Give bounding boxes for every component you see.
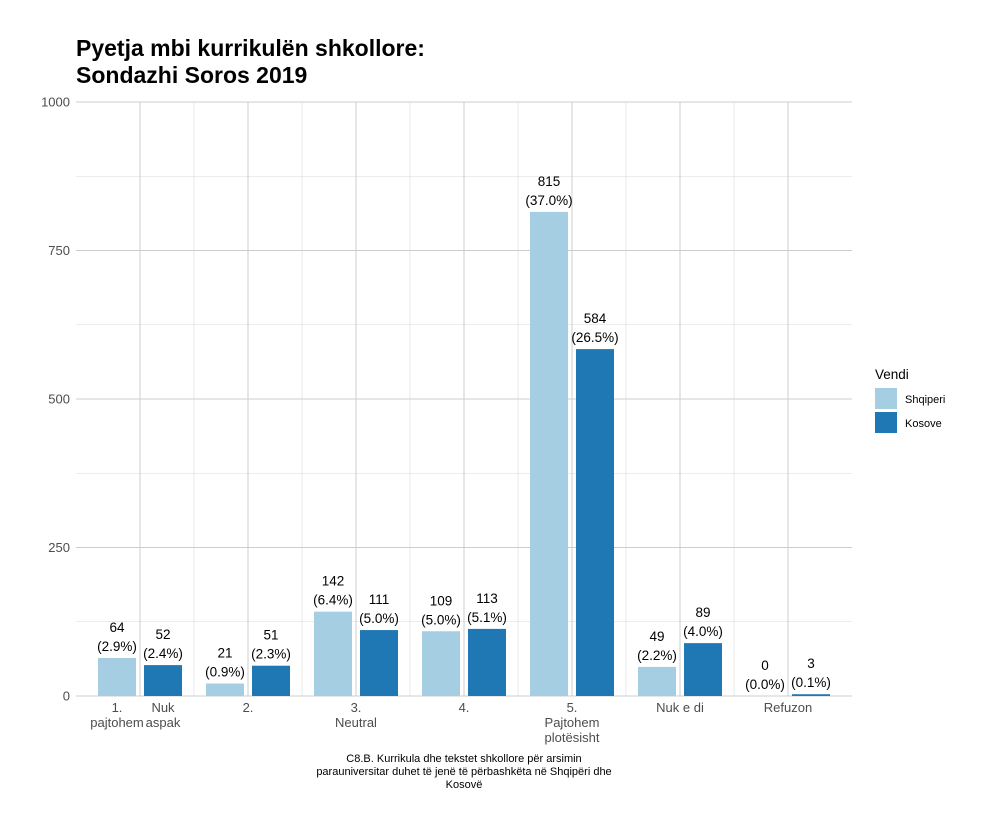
data-label-value: 109 — [430, 593, 453, 608]
data-label-value: 3 — [807, 656, 815, 671]
data-label-value: 49 — [649, 629, 664, 644]
bar-kosove — [684, 643, 722, 696]
bar-kosove — [144, 665, 182, 696]
x-axis-title-line-3: Kosovë — [446, 779, 483, 791]
x-axis-title-line-2: parauniversitar duhet të jenë të përbash… — [316, 766, 611, 778]
x-tick-label: aspak — [146, 715, 181, 730]
data-label-percent: (2.9%) — [97, 639, 137, 654]
x-tick-label: 5. — [567, 700, 578, 715]
x-axis-title: C8.B. Kurrikula dhe tekstet shkollore pë… — [316, 753, 611, 791]
bar-kosove — [360, 630, 398, 696]
data-label-percent: (2.2%) — [637, 648, 677, 663]
x-tick-label: Nuk — [151, 700, 175, 715]
bar-kosove — [576, 349, 614, 696]
data-label-percent: (5.1%) — [467, 610, 507, 625]
data-label-percent: (0.9%) — [205, 665, 245, 680]
data-label-percent: (6.4%) — [313, 593, 353, 608]
data-label-percent: (0.1%) — [791, 675, 831, 690]
data-label-percent: (26.5%) — [571, 330, 618, 345]
data-label-value: 111 — [369, 592, 390, 607]
data-label-value: 21 — [217, 646, 232, 661]
data-label-value: 0 — [761, 658, 769, 673]
bar-kosove — [792, 694, 830, 696]
y-tick-label: 0 — [63, 689, 70, 704]
data-label-percent: (5.0%) — [359, 611, 399, 626]
x-tick-label: Pajtohem — [545, 715, 600, 730]
bar-shqiperi — [530, 211, 568, 696]
x-tick-label: 3. — [351, 700, 362, 715]
legend-title: Vendi — [875, 367, 909, 382]
x-axis-title-line-1: C8.B. Kurrikula dhe tekstet shkollore pë… — [346, 753, 581, 765]
legend-label-kosove: Kosove — [905, 418, 942, 430]
y-axis-ticks: 0 250 500 750 1000 — [41, 95, 70, 704]
bar-shqiperi — [314, 611, 352, 696]
bar-kosove — [468, 628, 506, 696]
bar-shqiperi — [98, 657, 136, 696]
bar-shqiperi — [638, 666, 676, 696]
data-label-percent: (4.0%) — [683, 624, 723, 639]
data-label-percent: (5.0%) — [421, 612, 461, 627]
x-tick-label: Refuzon — [764, 700, 812, 715]
y-tick-label: 1000 — [41, 95, 70, 110]
legend-swatch-shqiperi — [875, 388, 897, 409]
bar-kosove — [252, 665, 290, 696]
x-tick-label: Nuk e di — [656, 700, 704, 715]
legend-label-shqiperi: Shqiperi — [905, 394, 945, 406]
data-label-percent: (37.0%) — [525, 193, 572, 208]
gridlines — [76, 101, 852, 697]
x-tick-label: Neutral — [335, 715, 377, 730]
x-tick-label: pajtohem — [90, 715, 143, 730]
y-tick-label: 250 — [48, 540, 70, 555]
data-label-value: 113 — [476, 591, 498, 606]
x-tick-label: 1. — [112, 700, 123, 715]
data-label-value: 815 — [538, 174, 561, 189]
bar-shqiperi — [422, 631, 460, 696]
x-tick-label: plotësisht — [545, 730, 600, 745]
y-tick-label: 500 — [48, 392, 70, 407]
chart-title-line-2: Sondazhi Soros 2019 — [76, 62, 307, 88]
data-label-percent: (2.4%) — [143, 646, 183, 661]
legend: Vendi Shqiperi Kosove — [875, 367, 945, 433]
data-label-value: 52 — [155, 627, 170, 642]
y-tick-label: 750 — [48, 243, 70, 258]
bars — [98, 211, 830, 696]
legend-swatch-kosove — [875, 412, 897, 433]
data-label-percent: (0.0%) — [745, 677, 785, 692]
chart-title-line-1: Pyetja mbi kurrikulën shkollore: — [76, 35, 425, 61]
x-tick-label: 4. — [459, 700, 470, 715]
data-label-value: 89 — [695, 605, 710, 620]
data-labels: 64 (2.9%) 52 (2.4%) 21 (0.9%) 51 (2.3%) 142 (6.4%… — [97, 174, 831, 692]
data-label-value: 64 — [109, 620, 125, 635]
x-tick-label: 2. — [243, 700, 254, 715]
bar-shqiperi — [206, 683, 244, 696]
data-label-value: 142 — [322, 574, 345, 589]
data-label-value: 584 — [584, 311, 607, 326]
data-label-percent: (2.3%) — [251, 647, 291, 662]
data-label-value: 51 — [263, 628, 278, 643]
